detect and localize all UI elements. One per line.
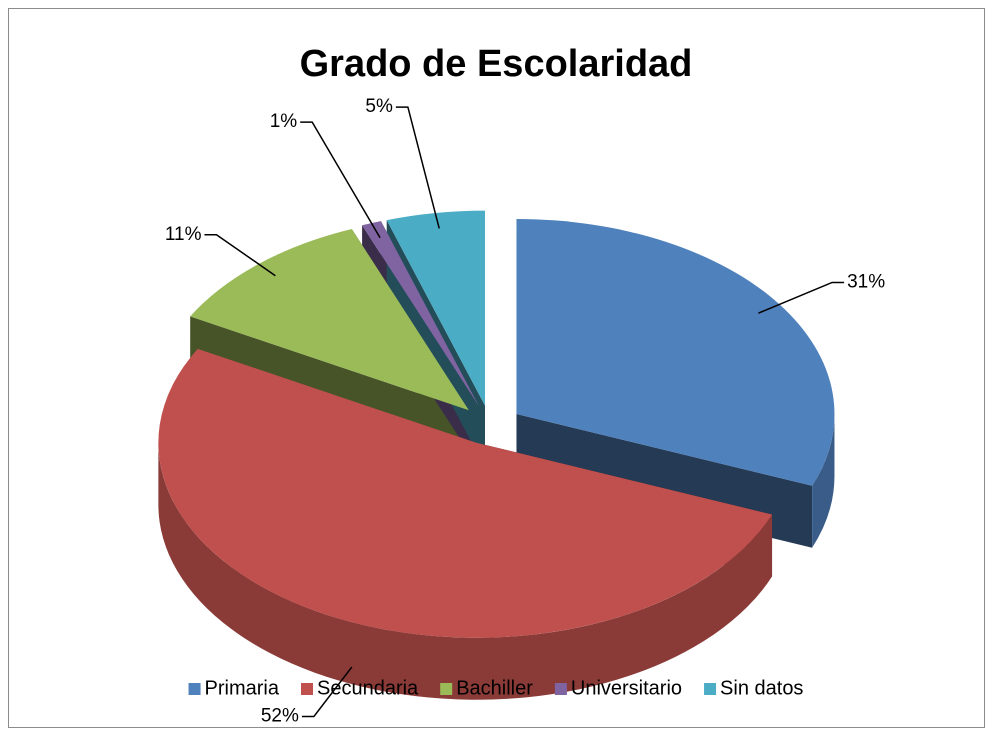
slice <box>386 210 485 406</box>
legend-label: Universitario <box>571 677 682 699</box>
leader-line <box>758 281 845 314</box>
legend-swatch <box>554 683 567 695</box>
legend-label: Sin datos <box>720 677 803 699</box>
legend-swatch <box>188 683 201 695</box>
chart-title: Grado de Escolaridad <box>300 43 693 85</box>
data-label: 11% <box>165 224 202 245</box>
legend-label: Secundaria <box>317 677 419 699</box>
legend-label: Bachiller <box>456 677 533 699</box>
slice-wall <box>812 413 835 548</box>
legend-swatch <box>301 683 314 695</box>
legend-swatch <box>440 683 453 695</box>
leader-line <box>301 666 353 718</box>
slice <box>516 218 835 486</box>
leader-line <box>395 106 440 229</box>
slice <box>362 221 480 407</box>
legend-swatch <box>704 683 717 695</box>
slice <box>158 348 773 638</box>
data-label: 5% <box>365 96 393 117</box>
data-label: 1% <box>270 111 298 132</box>
data-label: 31% <box>847 271 885 292</box>
slice <box>190 228 469 411</box>
data-label: 52% <box>261 706 299 727</box>
slice-wall <box>158 442 773 700</box>
leader-line <box>204 234 276 277</box>
leader-line <box>300 121 381 239</box>
legend-label: Primaria <box>205 677 280 699</box>
